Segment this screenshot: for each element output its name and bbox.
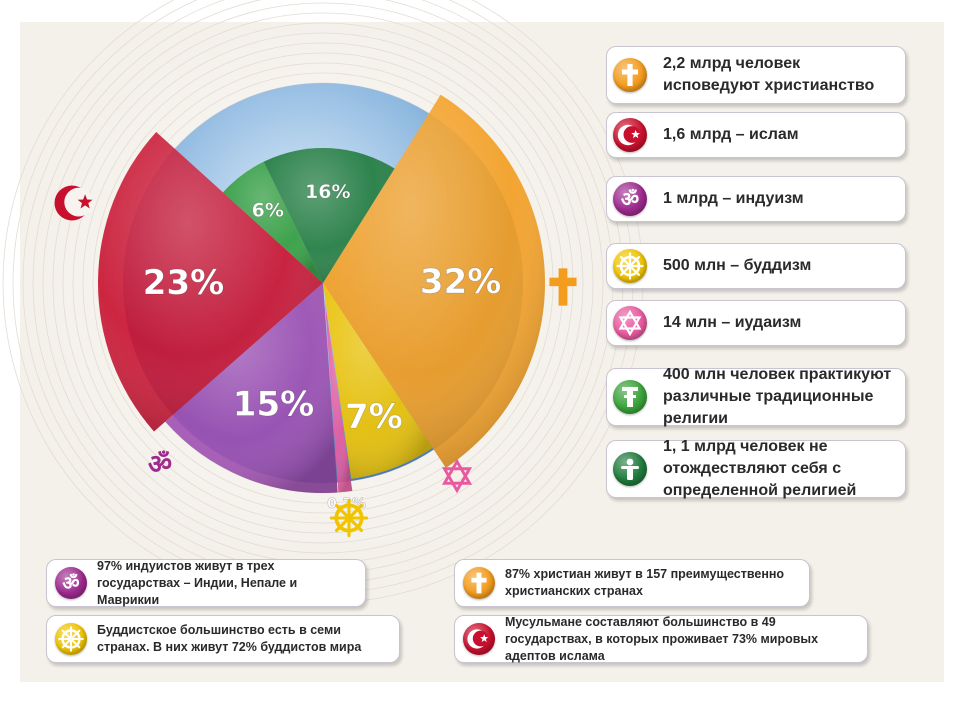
totem-icon — [613, 380, 647, 414]
legend-islam: 1,6 млрд – ислам — [606, 112, 906, 158]
fact-hinduism-text: 97% индуистов живут в трех государствах … — [97, 558, 298, 607]
slice-label-traditional: 6% — [252, 199, 284, 221]
svg-text:ॐ: ॐ — [621, 187, 639, 211]
symbol-judaism-star-of-david-icon — [441, 458, 473, 494]
dharma-wheel-icon — [613, 249, 647, 283]
cross-icon — [463, 567, 495, 599]
slice-shading-hinduism — [165, 283, 338, 493]
legend-judaism-text: 14 млн – иудаизм — [663, 314, 802, 331]
slice-shading-islam — [97, 131, 323, 432]
crescent-star-icon — [613, 118, 647, 152]
slice-shading-nonreligious — [263, 148, 395, 283]
religion-symbols: ॐ — [54, 185, 577, 538]
legend-nonreligious-text: 1, 1 млрд человек не отождествляют себя … — [663, 438, 857, 499]
fact-islam: Мусульмане составляют большинство в 49 г… — [454, 615, 868, 663]
legend-christianity: 2,2 млрд человек исповедуют христианство — [606, 46, 906, 104]
symbol-christianity-cross-icon — [549, 268, 577, 306]
fact-christianity-text: 87% христиан живут в 157 преимущественно… — [505, 567, 785, 598]
slice-shading-judaism — [324, 300, 353, 493]
legend-islam-text: 1,6 млрд – ислам — [663, 126, 799, 143]
fact-hinduism: ॐ 97% индуистов живут в трех государства… — [46, 559, 366, 607]
slice-label-buddhism: 7% — [345, 397, 403, 437]
legend-hinduism: ॐ 1 млрд – индуизм — [606, 176, 906, 222]
crescent-star-icon — [463, 623, 495, 655]
legend-judaism: 14 млн – иудаизм — [606, 300, 906, 346]
dharma-wheel-icon — [55, 623, 87, 655]
cross-icon — [613, 58, 647, 92]
fact-buddhism-text: Буддистское большинство есть в семи стра… — [97, 623, 362, 654]
legend-nonreligious: 1, 1 млрд человек не отождествляют себя … — [606, 438, 906, 499]
slice-label-hinduism: 15% — [233, 384, 314, 424]
slice-shading-christianity — [323, 94, 546, 468]
symbol-islam-crescent-star-icon — [54, 185, 93, 221]
om-icon: ॐ — [613, 182, 647, 216]
legend-hinduism-text: 1 млрд – индуизм — [663, 190, 804, 207]
pie-slice-labels: 32%7%0,2%15%23%6%16% — [143, 181, 502, 513]
fact-christianity: 87% христиан живут в 157 преимущественно… — [454, 559, 810, 607]
legend-christianity-text: 2,2 млрд человек исповедуют христианство — [663, 55, 875, 94]
symbol-hinduism-om-icon: ॐ — [148, 450, 172, 480]
fact-buddhism: Буддистское большинство есть в семи стра… — [46, 615, 400, 663]
fact-islam-text: Мусульмане составляют большинство в 49 г… — [505, 614, 819, 663]
svg-text:ॐ: ॐ — [62, 573, 79, 595]
svg-text:ॐ: ॐ — [148, 450, 172, 480]
legend-traditional: 400 млн человек практикуют различные тра… — [606, 366, 906, 427]
person-icon — [613, 452, 647, 486]
slice-shading-buddhism — [323, 283, 433, 479]
om-icon: ॐ — [55, 567, 87, 599]
star-of-david-icon — [613, 306, 647, 340]
slice-label-islam: 23% — [143, 263, 224, 303]
symbol-buddhism-dharma-wheel-icon — [329, 498, 369, 538]
legend-traditional-text: 400 млн человек практикуют различные тра… — [663, 366, 892, 427]
slice-shading-traditional — [222, 161, 323, 283]
legend-buddhism-text: 500 млн – буддизм — [663, 257, 812, 274]
legend-buddhism: 500 млн – буддизм — [606, 243, 906, 289]
slice-label-nonreligious: 16% — [305, 181, 350, 203]
pie-slices — [97, 94, 546, 493]
slice-label-christianity: 32% — [420, 262, 501, 302]
